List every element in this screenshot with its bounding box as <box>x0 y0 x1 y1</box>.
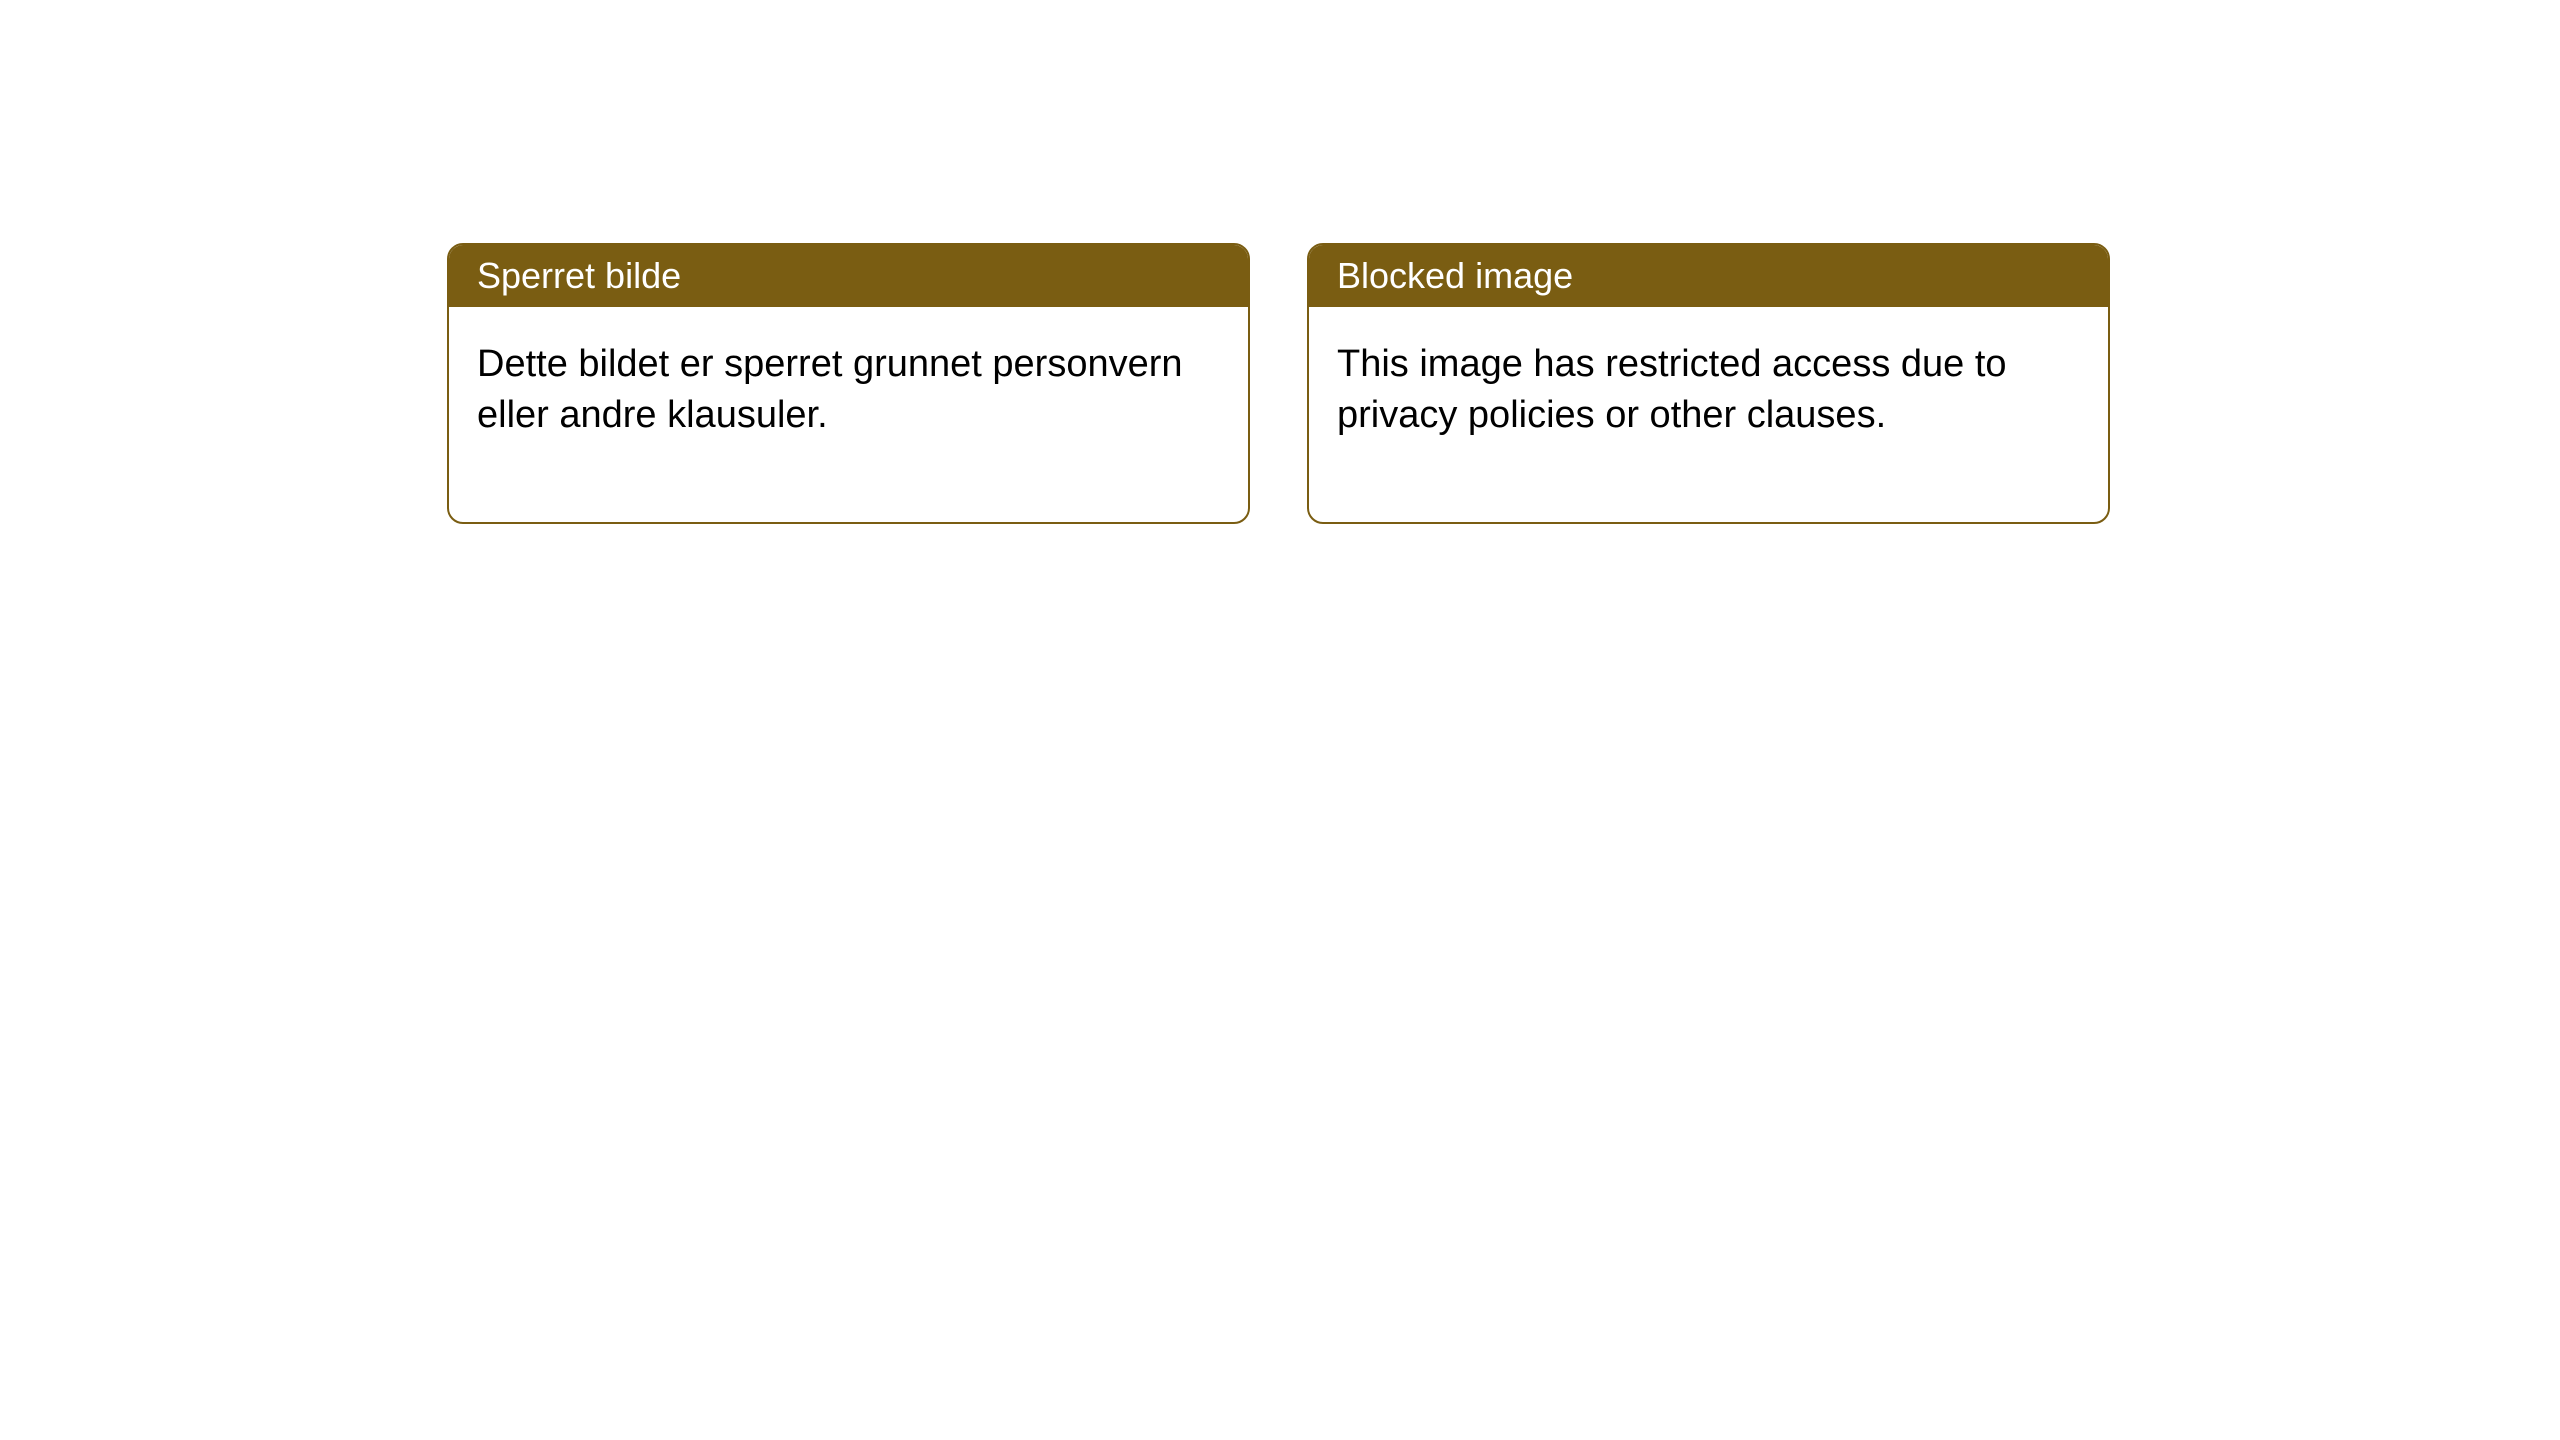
card-title-en: Blocked image <box>1337 255 1573 296</box>
blocked-image-card-no: Sperret bilde Dette bildet er sperret gr… <box>447 243 1250 524</box>
blocked-image-card-en: Blocked image This image has restricted … <box>1307 243 2110 524</box>
card-title-no: Sperret bilde <box>477 255 681 296</box>
card-body-en: This image has restricted access due to … <box>1309 307 2108 522</box>
blocked-image-cards: Sperret bilde Dette bildet er sperret gr… <box>447 243 2110 524</box>
card-text-no: Dette bildet er sperret grunnet personve… <box>477 343 1183 436</box>
card-header-no: Sperret bilde <box>449 245 1248 307</box>
card-text-en: This image has restricted access due to … <box>1337 343 2007 436</box>
card-body-no: Dette bildet er sperret grunnet personve… <box>449 307 1248 522</box>
card-header-en: Blocked image <box>1309 245 2108 307</box>
